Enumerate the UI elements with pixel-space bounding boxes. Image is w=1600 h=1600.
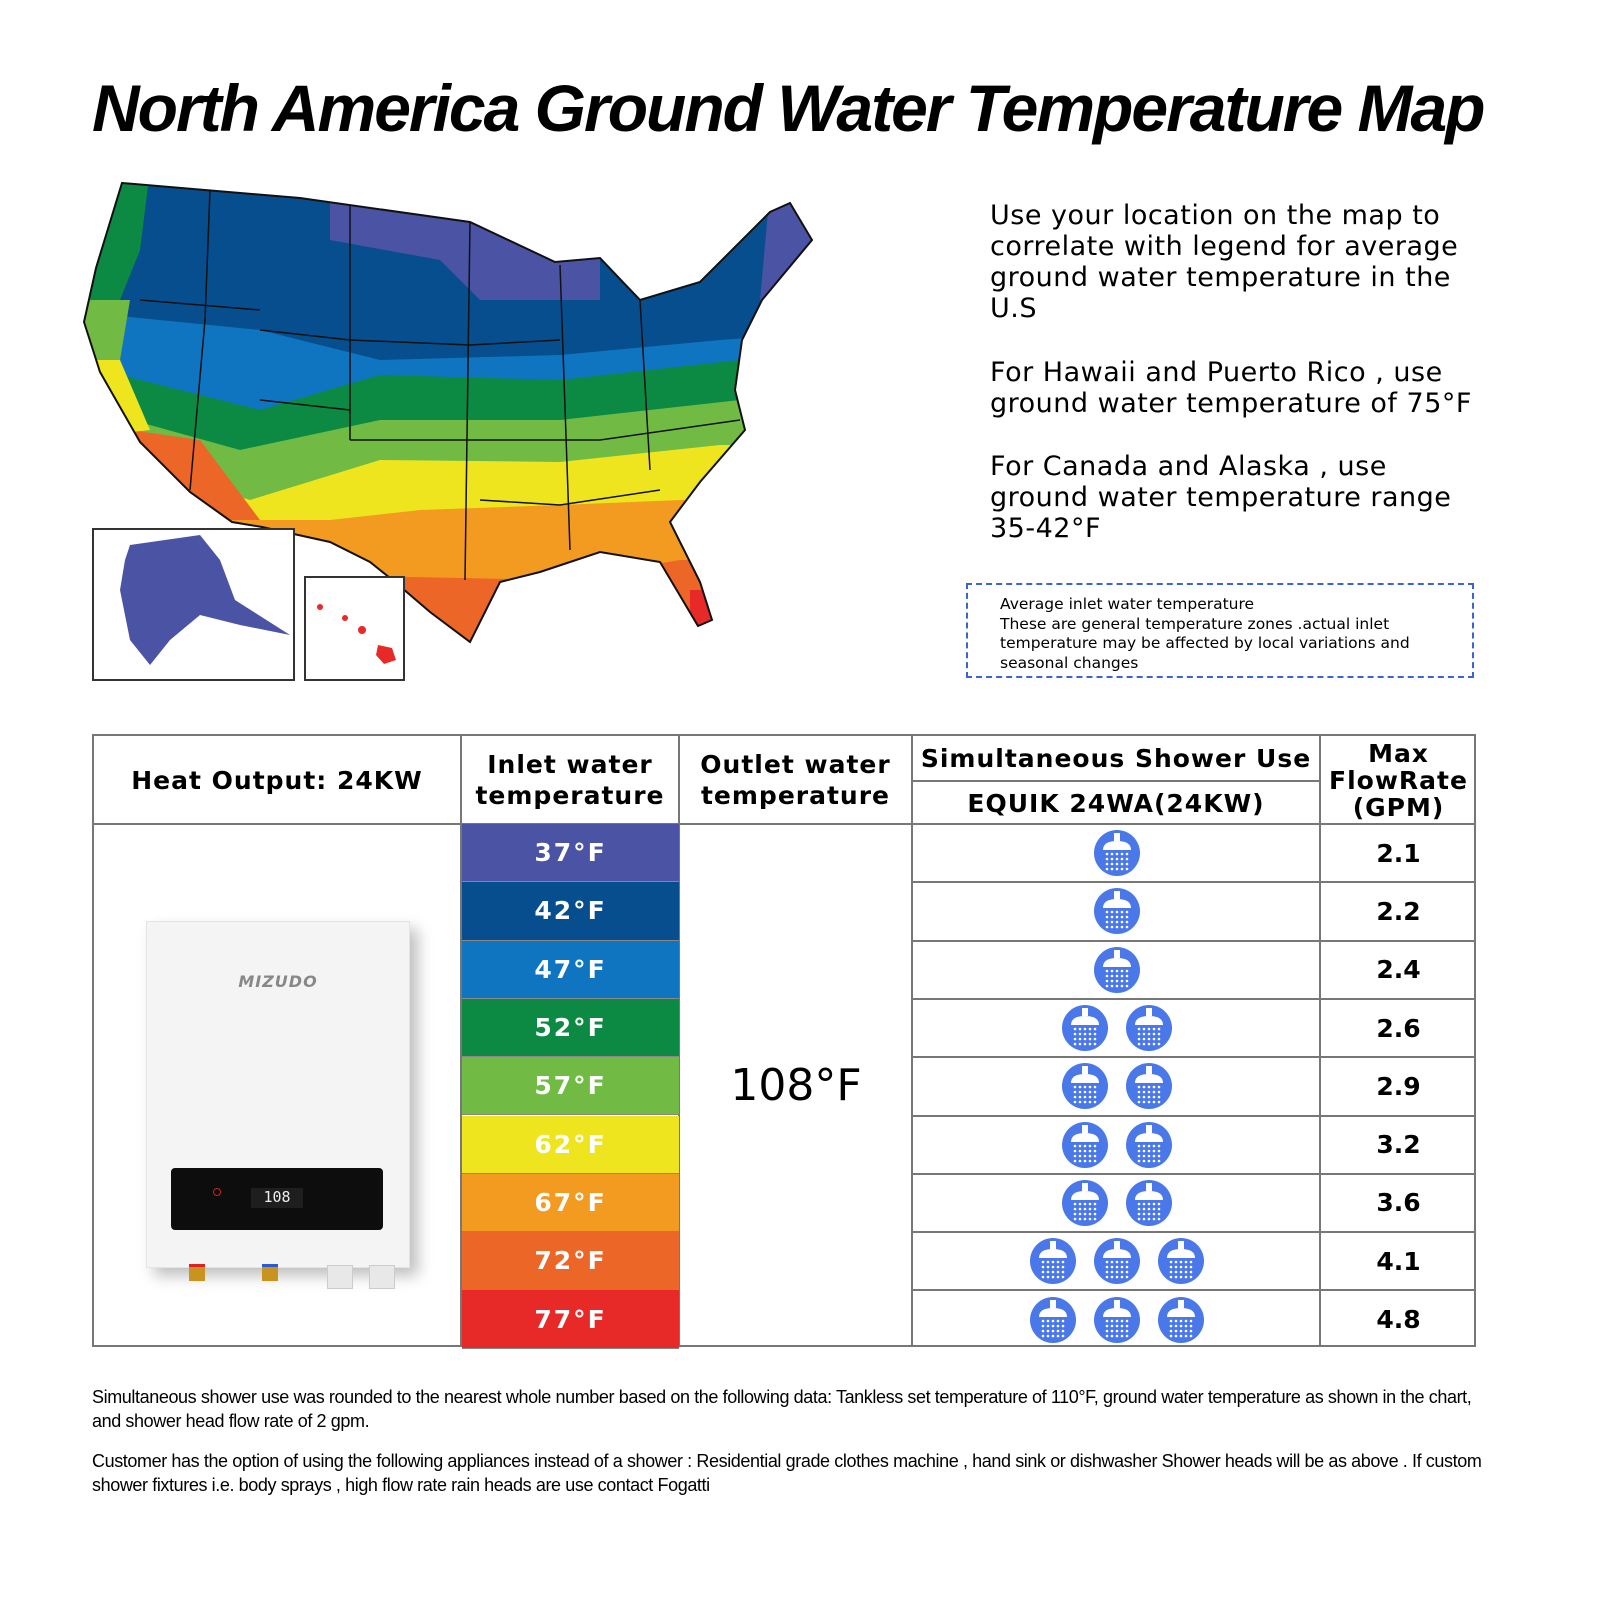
shower-count-cell bbox=[913, 941, 1320, 999]
inlet-temp-cell: 57°F bbox=[462, 1057, 679, 1116]
heat-output-header: Heat Output: 24KW bbox=[131, 765, 423, 795]
info-box: Average inlet water temperature These ar… bbox=[966, 583, 1474, 678]
shower-icon bbox=[1093, 1296, 1140, 1343]
outlet-header: Outlet water temperature bbox=[700, 750, 891, 810]
flow-rate-cell: 2.1 bbox=[1376, 838, 1421, 868]
cable-gland bbox=[327, 1265, 353, 1289]
flow-rate-cell: 4.1 bbox=[1376, 1246, 1421, 1276]
flow-rate-cell: 4.8 bbox=[1376, 1305, 1421, 1335]
us-outline bbox=[82, 181, 814, 644]
cold-pipe bbox=[262, 1264, 278, 1281]
us-temperature-map bbox=[82, 181, 814, 681]
brand-logo: MIZUDO bbox=[238, 972, 318, 991]
shower-count-cell bbox=[913, 824, 1320, 882]
footnote-shower-rounding: Simultaneous shower use was rounded to t… bbox=[92, 1387, 1472, 1431]
flow-rate-cell: 2.4 bbox=[1376, 955, 1421, 985]
shower-icon bbox=[1125, 1005, 1172, 1052]
page-title: North America Ground Water Temperature M… bbox=[92, 71, 1485, 145]
footnote-appliances: Customer has the option of using the fol… bbox=[92, 1451, 1482, 1495]
shower-icon bbox=[1125, 1179, 1172, 1226]
inlet-temp-cell: 62°F bbox=[462, 1115, 679, 1174]
hot-pipe bbox=[189, 1264, 205, 1281]
shower-icon bbox=[1061, 1005, 1108, 1052]
shower-icon bbox=[1157, 1238, 1204, 1285]
zone-57f-west bbox=[84, 300, 130, 360]
hawaii-inset bbox=[304, 576, 405, 681]
temperature-display: 108 bbox=[251, 1188, 303, 1208]
shower-count-cell bbox=[913, 1232, 1320, 1290]
cable-gland bbox=[369, 1265, 395, 1289]
flow-rate-cell: 2.2 bbox=[1376, 896, 1421, 926]
info-box-title: Average inlet water temperature bbox=[1000, 595, 1255, 613]
shower-count-cell bbox=[913, 882, 1320, 940]
inlet-temp-cell: 37°F bbox=[462, 824, 679, 883]
alaska-shape bbox=[120, 535, 290, 665]
shower-icon bbox=[1093, 830, 1140, 877]
shower-header: Simultaneous Shower Use bbox=[920, 743, 1312, 773]
shower-count-cell bbox=[913, 999, 1320, 1057]
info-box-body: These are general temperature zones .act… bbox=[1000, 614, 1410, 672]
hawaii-shape bbox=[376, 645, 396, 664]
power-icon bbox=[213, 1188, 221, 1196]
zone-37f-ne bbox=[760, 190, 812, 300]
model-header: EQUIK 24WA(24KW) bbox=[967, 788, 1265, 818]
shower-icon bbox=[1029, 1296, 1076, 1343]
shower-icon bbox=[1061, 1063, 1108, 1110]
inlet-temp-cell: 42°F bbox=[462, 882, 679, 941]
inlet-temp-cell: 72°F bbox=[462, 1232, 679, 1291]
shower-count-cell bbox=[913, 1290, 1320, 1348]
flow-rate-cell: 3.6 bbox=[1376, 1188, 1421, 1218]
shower-icon bbox=[1093, 946, 1140, 993]
map-instruction-note: Use your location on the map to correlat… bbox=[990, 200, 1459, 324]
inlet-header: Inlet water temperature bbox=[475, 750, 665, 810]
flow-rate-cell: 2.6 bbox=[1376, 1013, 1421, 1043]
shower-icon bbox=[1061, 1179, 1108, 1226]
inlet-temp-cell: 47°F bbox=[462, 940, 679, 999]
flow-header: Max FlowRate (GPM) bbox=[1329, 738, 1468, 822]
inlet-temp-cell: 77°F bbox=[462, 1290, 679, 1349]
hawaii-note: For Hawaii and Puerto Rico , use ground … bbox=[990, 357, 1472, 419]
state-borders bbox=[139, 189, 741, 581]
shower-icon bbox=[1125, 1121, 1172, 1168]
flow-rate-cell: 3.2 bbox=[1376, 1130, 1421, 1160]
outlet-temperature-value: 108°F bbox=[730, 1060, 862, 1111]
shower-count-cell bbox=[913, 1116, 1320, 1174]
shower-count-cell bbox=[913, 1057, 1320, 1115]
inlet-temp-cell: 52°F bbox=[462, 998, 679, 1058]
shower-icon bbox=[1029, 1238, 1076, 1285]
shower-count-cell bbox=[913, 1174, 1320, 1232]
shower-icon bbox=[1093, 888, 1140, 935]
flow-rate-cell: 2.9 bbox=[1376, 1071, 1421, 1101]
shower-icon bbox=[1061, 1121, 1108, 1168]
canada-alaska-note: For Canada and Alaska , use ground water… bbox=[990, 451, 1452, 544]
shower-icon bbox=[1157, 1296, 1204, 1343]
inlet-temp-cell: 67°F bbox=[462, 1173, 679, 1233]
flow-rate-table: Heat Output: 24KW Inlet water temperatur… bbox=[92, 734, 1476, 1349]
control-panel: 108 bbox=[171, 1168, 383, 1230]
water-heater-image: MIZUDO 108 bbox=[146, 921, 410, 1289]
shower-icon bbox=[1093, 1238, 1140, 1285]
shower-icon bbox=[1125, 1063, 1172, 1110]
